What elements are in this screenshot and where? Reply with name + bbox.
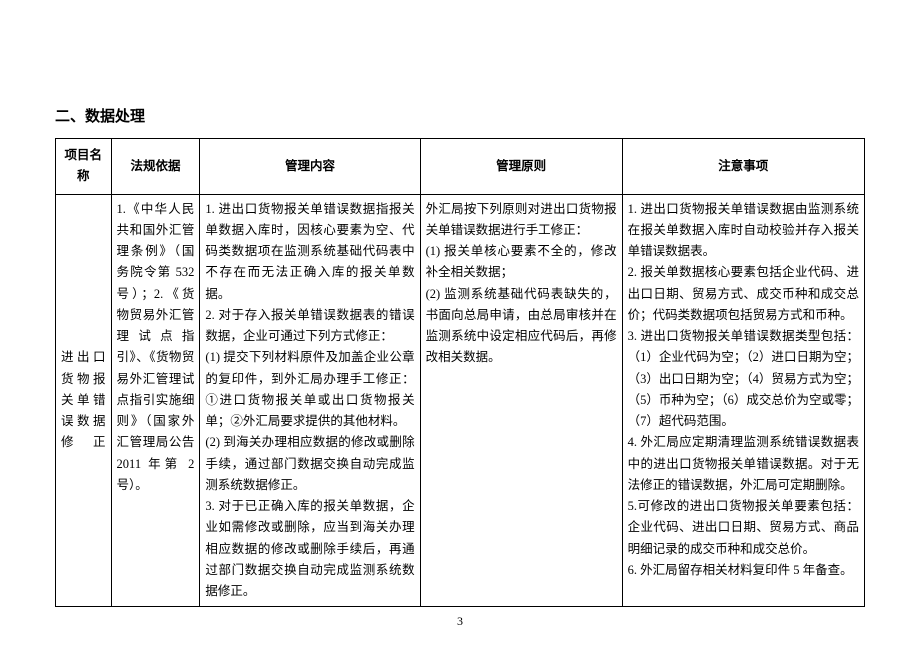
data-processing-table: 项目名称 法规依据 管理内容 管理原则 注意事项 进出口货物报关单错误数据修正 … [55, 138, 865, 607]
col-header-content: 管理内容 [200, 139, 420, 195]
table-header-row: 项目名称 法规依据 管理内容 管理原则 注意事项 [56, 139, 865, 195]
section-title: 二、数据处理 [55, 105, 865, 126]
col-header-principle: 管理原则 [420, 139, 622, 195]
col-header-notes: 注意事项 [622, 139, 864, 195]
table-row: 进出口货物报关单错误数据修正 1.《中华人民共和国外汇管理条例》（国务院令第 5… [56, 194, 865, 607]
cell-content: 1. 进出口货物报关单错误数据指报关单数据入库时，因核心要素为空、代码类数据项在… [200, 194, 420, 607]
cell-notes: 1. 进出口货物报关单错误数据由监测系统在报关单数据入库时自动校验并存入报关单错… [622, 194, 864, 607]
page-number: 3 [0, 614, 920, 629]
cell-principle: 外汇局按下列原则对进出口货物报关单错误数据进行手工修正： (1) 报关单核心要素… [420, 194, 622, 607]
cell-name: 进出口货物报关单错误数据修正 [56, 194, 112, 607]
cell-basis: 1.《中华人民共和国外汇管理条例》（国务院令第 532 号）；2.《货物贸易外汇… [111, 194, 200, 607]
col-header-name: 项目名称 [56, 139, 112, 195]
col-header-basis: 法规依据 [111, 139, 200, 195]
